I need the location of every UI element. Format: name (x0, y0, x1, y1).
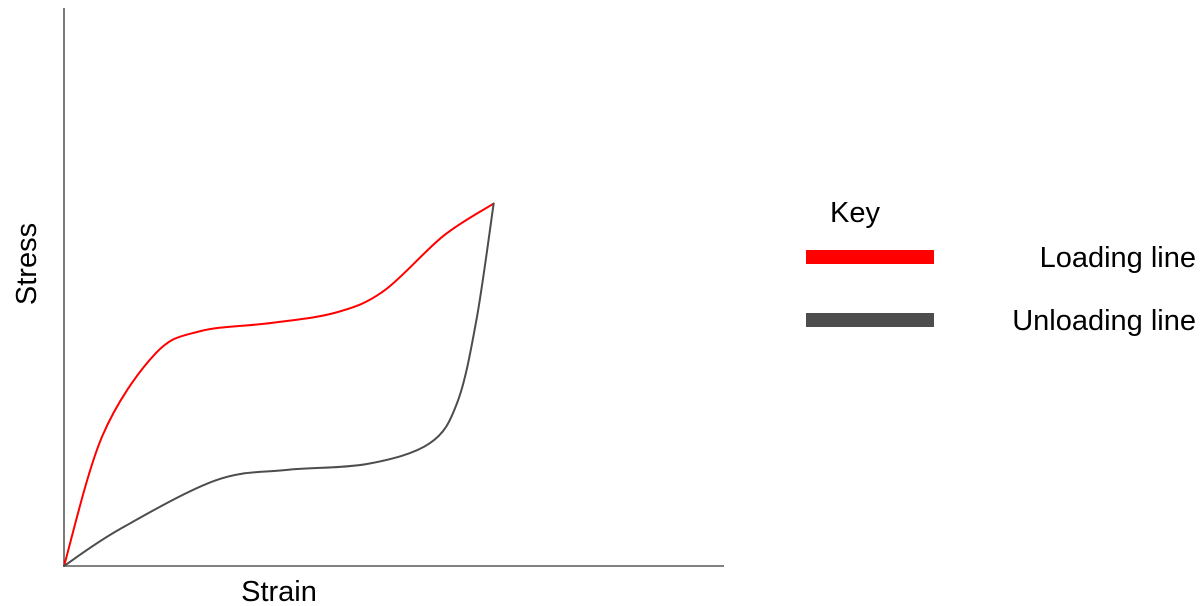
legend-entry-loading-line: Loading line (806, 242, 1196, 274)
legend-swatch-unloading-line (806, 313, 934, 327)
legend-label-unloading-line: Unloading line (1012, 305, 1196, 337)
legend-title: Key (830, 197, 880, 229)
legend-entry-unloading-line: Unloading line (806, 305, 1196, 337)
y-axis-label: Stress (11, 223, 43, 305)
legend: Key Loading line Unloading line (806, 197, 1196, 337)
x-axis-label: Strain (241, 576, 317, 606)
legend-swatch-loading-line (806, 250, 934, 264)
legend-entries: Loading line Unloading line (806, 242, 1196, 337)
unloading-line-curve (63, 202, 495, 567)
legend-label-loading-line: Loading line (1040, 242, 1196, 274)
plot-area (63, 8, 724, 567)
loading-line-curve (63, 202, 495, 567)
series-layer (63, 202, 495, 567)
